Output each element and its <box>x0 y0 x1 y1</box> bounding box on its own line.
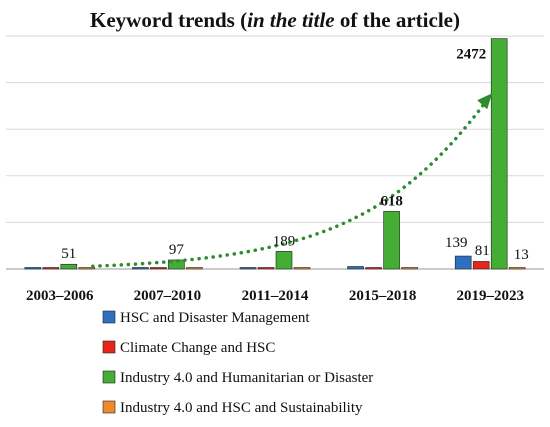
trendline-arrowhead <box>477 93 493 110</box>
data-label: 51 <box>61 246 76 262</box>
gridlines <box>6 35 544 270</box>
bar <box>293 267 311 270</box>
x-tick-label: 2003–2006 <box>26 288 94 304</box>
bar <box>383 211 400 270</box>
bar <box>150 267 167 270</box>
legend-label: Industry 4.0 and HSC and Sustainability <box>120 400 363 416</box>
chart-title-italic: in the title <box>247 8 335 32</box>
data-labels: 51 97 189 618 2472 139 81 13 <box>61 47 528 263</box>
chart-title: Keyword trends (in the title of the arti… <box>90 8 460 32</box>
bar <box>239 267 257 270</box>
legend-swatch <box>102 340 116 354</box>
data-label: 81 <box>475 243 490 259</box>
chart-title-prefix: Keyword trends ( <box>90 8 247 32</box>
bar <box>454 255 472 270</box>
bar <box>24 267 42 270</box>
chart-title-suffix: of the article) <box>335 8 460 32</box>
bar <box>42 267 60 270</box>
bar <box>168 259 185 270</box>
data-label: 13 <box>514 247 529 263</box>
data-label: 618 <box>380 193 403 209</box>
legend-swatch <box>102 370 116 384</box>
bar <box>401 267 418 270</box>
legend-label: Industry 4.0 and Humanitarian or Disaste… <box>120 370 373 386</box>
bar <box>132 267 149 270</box>
bar <box>60 263 78 270</box>
data-label: 139 <box>445 235 468 251</box>
x-axis-ticks: 2003–2006 2007–2010 2011–2014 2015–2018 2019… <box>26 288 524 304</box>
bars <box>24 38 526 270</box>
trendline <box>91 93 493 268</box>
bar <box>78 267 96 270</box>
trendline-curve <box>91 99 488 268</box>
data-label: 97 <box>169 242 185 258</box>
bar <box>365 267 382 270</box>
x-tick-label: 2015–2018 <box>349 288 417 304</box>
legend: HSC and Disaster Management Climate Chang… <box>102 310 373 416</box>
legend-label: Climate Change and HSC <box>120 340 275 356</box>
legend-swatch <box>102 400 116 414</box>
data-label: 2472 <box>456 47 486 63</box>
legend-label: HSC and Disaster Management <box>120 310 310 326</box>
bar <box>257 267 275 270</box>
bar <box>347 266 364 270</box>
x-tick-label: 2011–2014 <box>242 288 309 304</box>
x-tick-label: 2019–2023 <box>456 288 524 304</box>
x-tick-label: 2007–2010 <box>134 288 202 304</box>
bar <box>508 267 526 270</box>
bar <box>490 38 508 270</box>
bar <box>275 251 293 270</box>
bar <box>186 267 203 270</box>
data-label: 189 <box>273 233 296 249</box>
legend-swatch <box>102 310 116 324</box>
bar <box>472 261 490 270</box>
